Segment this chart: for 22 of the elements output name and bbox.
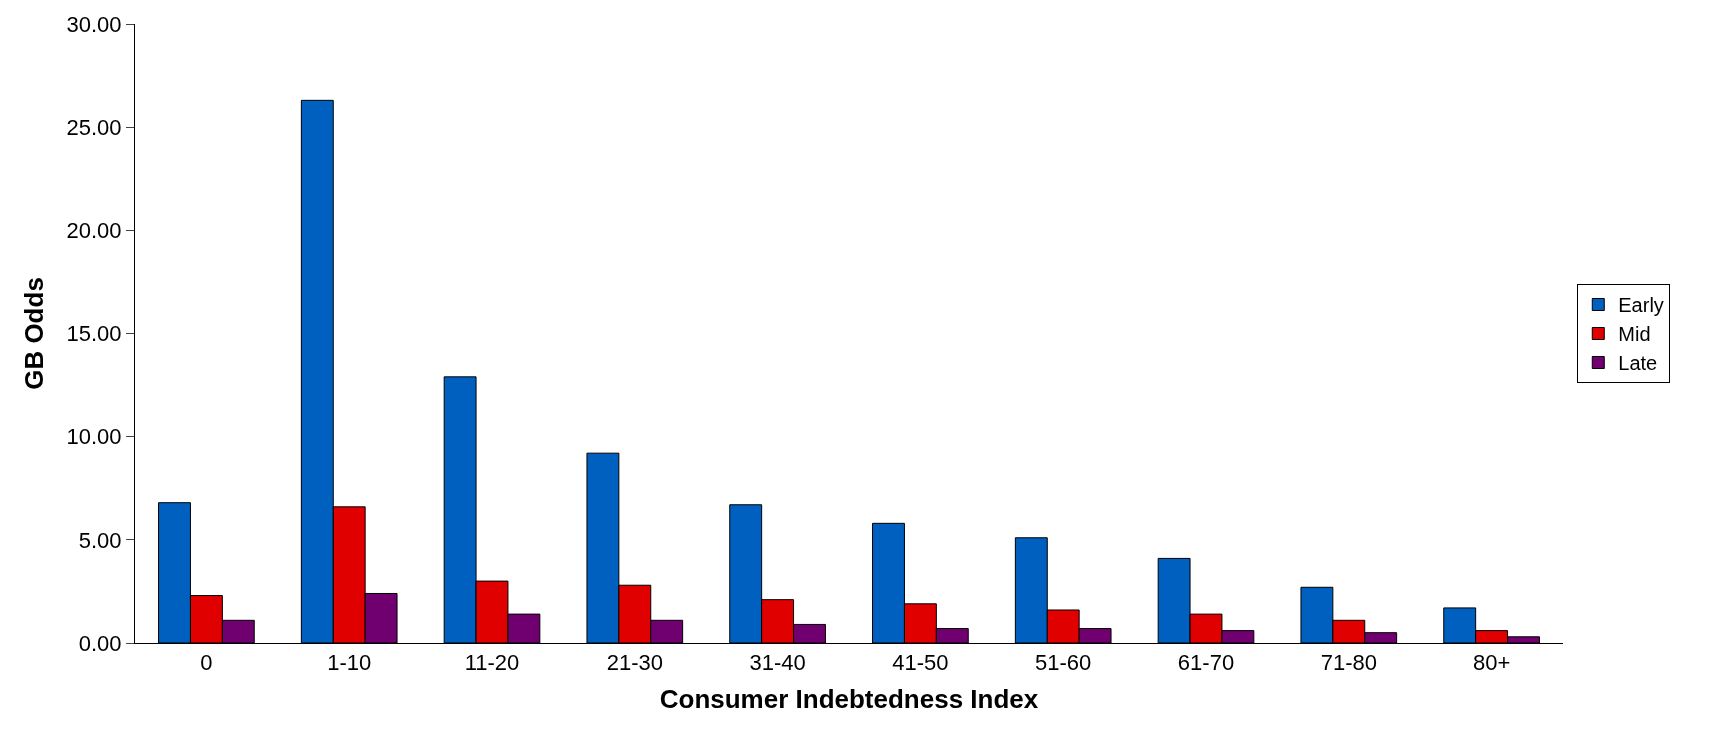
legend-label: Mid: [1618, 323, 1651, 346]
y-tick-label: 20.00: [66, 218, 122, 244]
x-tick-label: 0: [200, 650, 213, 676]
legend-label: Early: [1618, 294, 1664, 317]
x-tick-label: 11-20: [464, 650, 520, 676]
x-tick-label: 31-40: [749, 650, 806, 676]
x-tick-label: 51-60: [1035, 650, 1092, 676]
y-tick-label: 25.00: [66, 114, 122, 140]
y-tick-label: 30.00: [66, 11, 122, 37]
y-tick-label: 10.00: [66, 424, 122, 450]
x-tick-label: 71-80: [1320, 650, 1377, 676]
legend-label: Late: [1618, 352, 1658, 375]
x-tick-label: 1-10: [327, 650, 372, 676]
x-axis-title: Consumer Indebtedness Index: [659, 684, 1039, 715]
x-tick-label: 80+: [1472, 650, 1511, 676]
x-tick-label: 61-70: [1177, 650, 1235, 676]
x-tick-label: 41-50: [892, 650, 949, 676]
y-tick-label: 0.00: [78, 630, 122, 656]
y-tick-label: 5.00: [78, 527, 122, 553]
y-tick-label: 15.00: [66, 321, 122, 347]
y-axis-title: GB Odds: [18, 277, 49, 390]
x-tick-label: 21-30: [606, 650, 663, 676]
